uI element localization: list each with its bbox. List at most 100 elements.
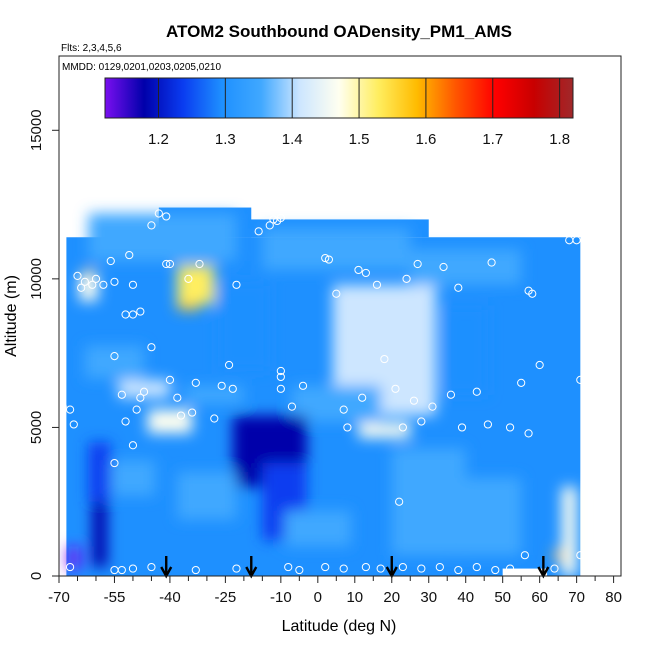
observation-point: [339, 405, 348, 414]
observation-point: [128, 280, 138, 289]
observation-point: [91, 274, 101, 283]
observation-point: [110, 277, 119, 286]
heatmap-cell: [68, 546, 80, 571]
colorbar-tick-label: 1.5: [349, 131, 370, 148]
observation-points: [59, 209, 585, 575]
observation-point: [361, 562, 370, 572]
observation-point: [254, 227, 263, 236]
observation-point: [417, 417, 426, 426]
x-tick-label: 80: [605, 589, 622, 606]
colorbar-tick-label: 1.2: [148, 131, 169, 148]
observation-point: [472, 562, 481, 572]
observation-point: [439, 262, 448, 272]
observation-point: [295, 565, 304, 575]
x-tick-label: 40: [457, 589, 474, 606]
x-axis-label: Latitude (deg N): [282, 618, 397, 635]
observation-point: [339, 564, 348, 573]
x-tick-label: 10: [346, 589, 363, 606]
observation-point: [276, 372, 285, 382]
y-axis-label: Altitude (m): [3, 275, 20, 357]
observation-point: [195, 259, 204, 269]
colorbar: 1.2 1.3 1.4 1.5 1.6 1.7 1.8: [104, 77, 574, 148]
observation-point: [354, 265, 363, 275]
flights-note: Flts: 2,3,4,5,6: [61, 43, 122, 54]
observation-point: [391, 384, 400, 393]
observation-point: [191, 565, 200, 575]
observation-point: [472, 387, 481, 396]
observation-point: [413, 259, 422, 269]
heatmap-cell: [147, 409, 193, 434]
heatmap-gap: [502, 568, 548, 576]
observation-point: [332, 289, 341, 298]
heatmap-patches: [68, 213, 577, 576]
observation-point: [162, 259, 171, 269]
observation-point: [110, 458, 119, 468]
observation-point: [524, 429, 533, 438]
observation-point: [528, 289, 537, 298]
heatmap-cell: [110, 460, 156, 496]
colorbar-tick-label: 1.3: [215, 131, 236, 148]
y-axis: 0 5000 10000 15000: [28, 109, 59, 580]
heatmap-cell: [410, 249, 522, 285]
observation-point: [65, 405, 75, 414]
heatmap-cell: [358, 422, 411, 438]
observation-point: [136, 307, 145, 316]
observation-point: [505, 564, 515, 573]
observation-point: [446, 390, 456, 399]
y-tick-label: 0: [28, 572, 45, 580]
observation-point: [88, 280, 97, 289]
heatmap-field: [66, 207, 581, 576]
observation-point: [73, 271, 82, 280]
observation-point: [483, 420, 492, 429]
heatmap-cell: [262, 228, 411, 270]
observation-point: [80, 277, 89, 286]
observation-point: [487, 258, 496, 267]
observation-point: [117, 390, 126, 399]
y-tick-label: 15000: [28, 109, 45, 151]
x-tick-label: 50: [494, 589, 511, 606]
observation-point: [398, 423, 407, 432]
observation-point: [491, 565, 500, 575]
observation-point: [435, 562, 444, 572]
observation-point: [125, 250, 134, 260]
colorbar-tick-label: 1.7: [482, 131, 503, 148]
observation-point: [128, 310, 138, 319]
observation-point: [228, 384, 237, 393]
observation-point: [232, 280, 241, 289]
observation-point: [409, 396, 419, 405]
observation-point: [324, 255, 334, 264]
x-tick-label: -70: [48, 589, 70, 606]
colorbar-tick-label: 1.4: [282, 131, 303, 148]
observation-point: [173, 393, 182, 402]
observation-point: [505, 423, 515, 432]
observation-point: [265, 221, 274, 230]
observation-point: [165, 375, 175, 384]
observation-point: [535, 360, 544, 370]
x-tick-label: 0: [314, 589, 322, 606]
x-axis: -70 -55 -40 -25 -10 0 10 20 30 40 50 60 70 80: [48, 576, 622, 606]
observation-point: [184, 274, 193, 283]
colorbar-gradient: [104, 77, 574, 119]
heatmap-cell: [284, 510, 352, 547]
plot-frame: [58, 55, 622, 577]
observation-point: [132, 405, 141, 414]
observation-point: [276, 213, 285, 223]
observation-point: [162, 212, 171, 221]
observation-point: [428, 402, 437, 411]
heatmap-cell: [84, 345, 145, 379]
heatmap-cell: [262, 415, 300, 452]
x-tick-label: 30: [420, 589, 437, 606]
heatmap-cell: [177, 265, 215, 305]
observation-point: [191, 378, 200, 387]
colorbar-tick-label: 1.8: [549, 131, 570, 148]
observation-point: [121, 417, 130, 426]
observation-point: [358, 393, 367, 402]
observation-point: [372, 280, 382, 289]
observation-point: [576, 551, 585, 560]
heatmap-cell: [561, 486, 577, 576]
observation-point: [65, 562, 75, 572]
observation-point: [147, 562, 156, 572]
heatmap-cell: [184, 385, 244, 404]
x-tick-label: -55: [104, 589, 126, 606]
